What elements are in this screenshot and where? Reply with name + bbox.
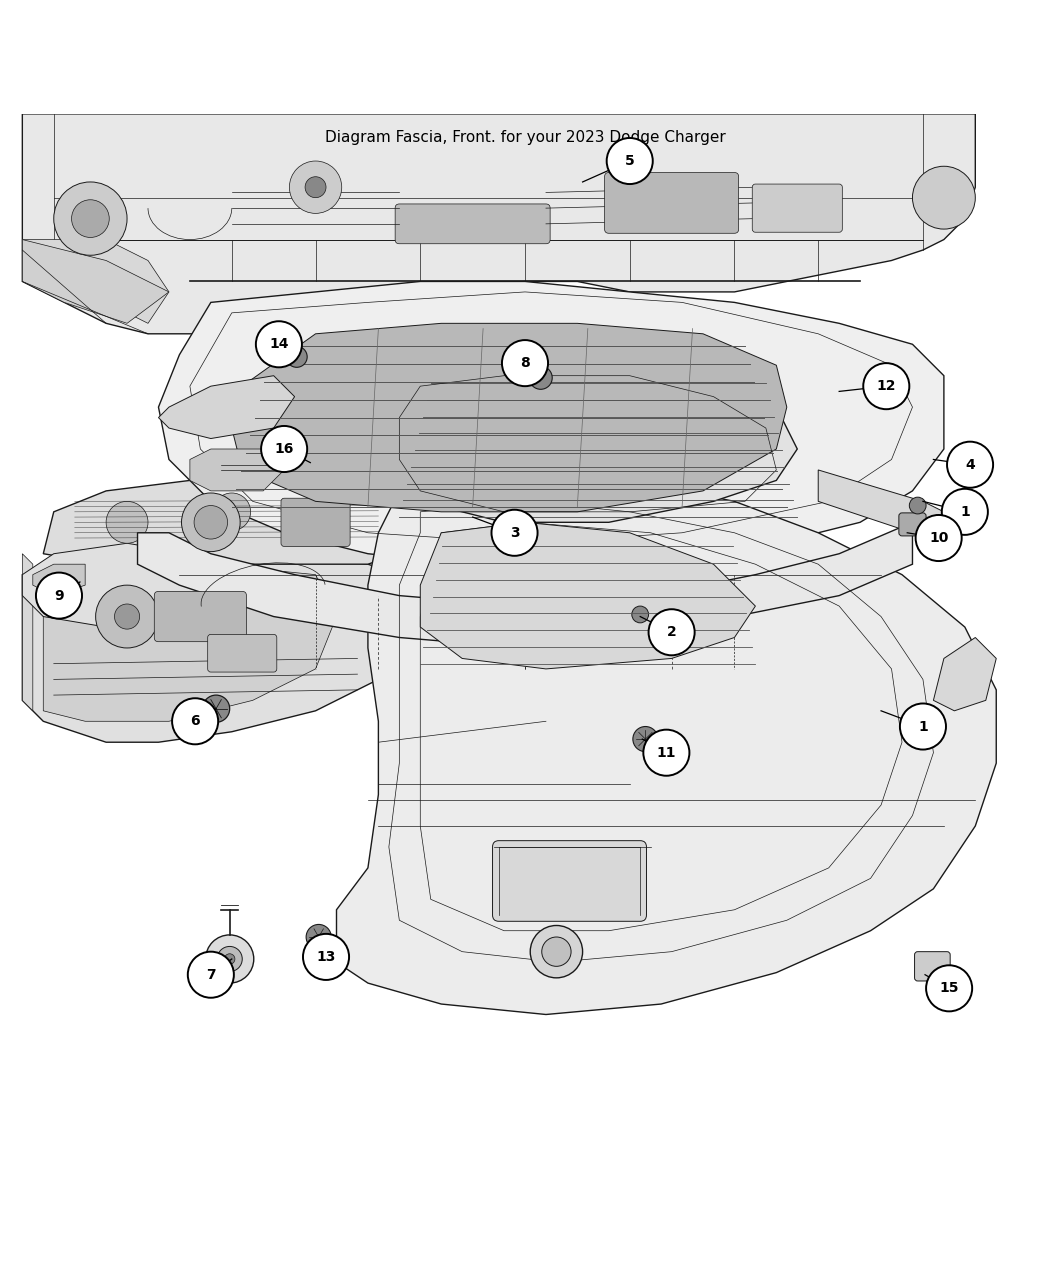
Circle shape (172, 699, 218, 745)
Text: Diagram Fascia, Front. for your 2023 Dodge Charger: Diagram Fascia, Front. for your 2023 Dod… (324, 130, 726, 144)
Polygon shape (22, 553, 33, 710)
Circle shape (96, 585, 159, 648)
Circle shape (71, 200, 109, 237)
FancyBboxPatch shape (492, 840, 647, 922)
Circle shape (529, 366, 552, 389)
Circle shape (106, 501, 148, 543)
Circle shape (225, 954, 235, 964)
Circle shape (300, 506, 331, 538)
Polygon shape (420, 523, 755, 669)
Circle shape (307, 924, 331, 950)
Polygon shape (818, 470, 965, 543)
FancyBboxPatch shape (915, 951, 950, 980)
Circle shape (290, 161, 341, 213)
Circle shape (206, 935, 254, 983)
Circle shape (114, 604, 140, 629)
Circle shape (502, 340, 548, 386)
Circle shape (909, 497, 926, 514)
Text: 1: 1 (960, 505, 970, 519)
Circle shape (194, 506, 228, 539)
Polygon shape (22, 240, 169, 324)
Circle shape (916, 515, 962, 561)
Circle shape (54, 182, 127, 255)
Text: 6: 6 (190, 714, 200, 728)
Circle shape (542, 937, 571, 966)
Polygon shape (159, 376, 295, 439)
Text: 2: 2 (667, 625, 676, 639)
FancyBboxPatch shape (208, 635, 277, 672)
Circle shape (644, 729, 690, 775)
Polygon shape (933, 638, 996, 710)
Text: 3: 3 (509, 525, 520, 539)
FancyBboxPatch shape (899, 513, 926, 536)
Text: 7: 7 (206, 968, 215, 982)
Circle shape (217, 946, 243, 972)
Circle shape (256, 321, 302, 367)
FancyBboxPatch shape (154, 592, 247, 641)
Text: 16: 16 (274, 442, 294, 456)
Polygon shape (232, 324, 786, 511)
Text: 1: 1 (918, 719, 928, 733)
Circle shape (491, 510, 538, 556)
Text: 12: 12 (877, 379, 896, 393)
Polygon shape (22, 240, 169, 324)
Polygon shape (43, 565, 336, 722)
FancyBboxPatch shape (752, 184, 842, 232)
FancyBboxPatch shape (281, 499, 350, 547)
Polygon shape (336, 470, 996, 1015)
Polygon shape (43, 481, 399, 565)
Circle shape (203, 695, 230, 723)
Circle shape (632, 606, 649, 623)
Circle shape (287, 347, 308, 367)
Circle shape (36, 572, 82, 618)
Circle shape (863, 363, 909, 409)
Circle shape (182, 493, 240, 552)
Text: 14: 14 (269, 338, 289, 352)
Circle shape (607, 138, 653, 184)
FancyBboxPatch shape (605, 172, 738, 233)
Circle shape (912, 166, 975, 230)
Polygon shape (399, 354, 797, 523)
Text: 5: 5 (625, 154, 634, 168)
Circle shape (633, 727, 658, 752)
Polygon shape (33, 565, 85, 595)
Polygon shape (190, 449, 285, 491)
Circle shape (649, 609, 695, 655)
Circle shape (926, 965, 972, 1011)
Polygon shape (159, 282, 944, 575)
Text: 10: 10 (929, 530, 948, 544)
Text: 8: 8 (520, 356, 530, 370)
Polygon shape (22, 113, 975, 334)
Text: 13: 13 (316, 950, 336, 964)
Circle shape (530, 926, 583, 978)
Polygon shape (22, 543, 232, 627)
Text: 4: 4 (965, 458, 975, 472)
Polygon shape (22, 553, 399, 742)
Circle shape (261, 426, 308, 472)
Circle shape (942, 488, 988, 536)
Text: 15: 15 (940, 982, 959, 996)
Polygon shape (138, 523, 912, 648)
Circle shape (947, 441, 993, 488)
Circle shape (188, 951, 234, 998)
Text: 11: 11 (656, 746, 676, 760)
Circle shape (213, 493, 251, 530)
Circle shape (306, 177, 327, 198)
Circle shape (900, 704, 946, 750)
FancyBboxPatch shape (395, 204, 550, 244)
Circle shape (303, 933, 349, 980)
Text: 9: 9 (55, 589, 64, 603)
